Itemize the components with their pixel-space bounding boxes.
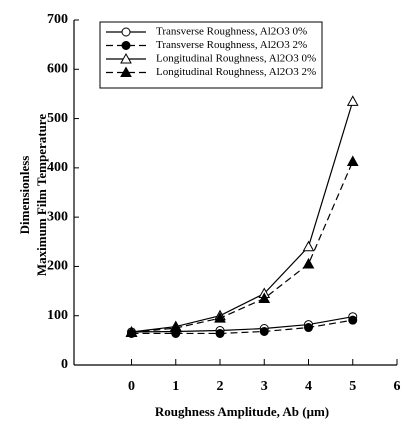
series-line bbox=[131, 319, 353, 335]
marker bbox=[120, 52, 132, 64]
y-tick-label: 400 bbox=[47, 160, 68, 175]
x-tick-label: 4 bbox=[305, 379, 312, 394]
marker bbox=[259, 326, 269, 336]
y-tick-label: 100 bbox=[47, 308, 68, 323]
marker bbox=[214, 312, 226, 323]
x-tick-label: 0 bbox=[128, 379, 135, 394]
x-axis-label: Roughness Amplitude, Ab (μm) bbox=[155, 404, 329, 419]
y-tick-label: 0 bbox=[61, 357, 68, 372]
x-tick-label: 6 bbox=[394, 379, 401, 394]
x-tick-label: 5 bbox=[349, 379, 356, 394]
legend-label: Transverse Roughness, Al2O3 0% bbox=[156, 26, 307, 38]
legend-label: Longitudinal Roughness, Al2O3 0% bbox=[156, 53, 316, 65]
legend-box bbox=[99, 21, 323, 89]
y-axis-label: Dimensionless bbox=[17, 156, 32, 235]
y-tick-label: 600 bbox=[47, 62, 68, 77]
series-line bbox=[131, 316, 353, 333]
marker bbox=[302, 240, 315, 252]
marker bbox=[346, 95, 359, 106]
marker bbox=[348, 315, 358, 325]
marker bbox=[304, 323, 314, 333]
x-tick-label: 1 bbox=[172, 379, 179, 394]
marker bbox=[121, 27, 131, 37]
y-tick-label: 300 bbox=[47, 209, 68, 224]
series-line bbox=[131, 161, 354, 334]
marker bbox=[121, 41, 131, 50]
marker bbox=[302, 257, 315, 269]
marker bbox=[258, 292, 271, 303]
x-tick-label: 2 bbox=[217, 379, 224, 394]
marker bbox=[125, 326, 138, 337]
y-axis-label: Maximum Film Temperature bbox=[34, 114, 49, 276]
y-tick-label: 500 bbox=[47, 111, 68, 126]
marker bbox=[120, 66, 132, 77]
legend-label: Transverse Roughness, Al2O3 2% bbox=[156, 39, 307, 51]
x-tick-label: 3 bbox=[261, 379, 268, 394]
marker bbox=[215, 328, 225, 338]
marker bbox=[346, 155, 359, 166]
legend-label: Longitudinal Roughness, Al2O3 2% bbox=[156, 66, 316, 78]
y-tick-label: 700 bbox=[47, 12, 68, 27]
series-line bbox=[131, 101, 354, 333]
marker bbox=[169, 322, 182, 333]
y-tick-label: 200 bbox=[47, 259, 68, 274]
